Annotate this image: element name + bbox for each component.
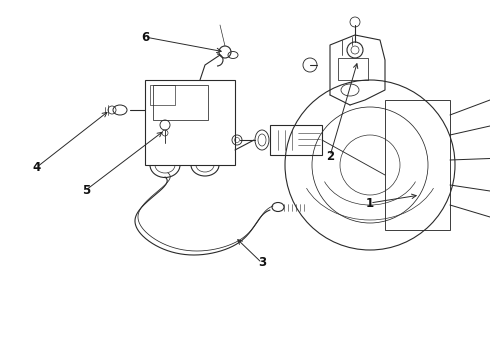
Bar <box>270 125 322 155</box>
Text: 2: 2 <box>326 149 334 162</box>
Bar <box>150 85 175 105</box>
Text: 4: 4 <box>33 161 41 174</box>
Text: 1: 1 <box>366 197 374 210</box>
Text: 5: 5 <box>82 184 90 197</box>
Text: 3: 3 <box>258 256 266 270</box>
Bar <box>145 80 235 165</box>
Bar <box>153 85 208 120</box>
Bar <box>338 58 368 80</box>
Text: 6: 6 <box>141 31 149 44</box>
Bar <box>385 100 450 230</box>
